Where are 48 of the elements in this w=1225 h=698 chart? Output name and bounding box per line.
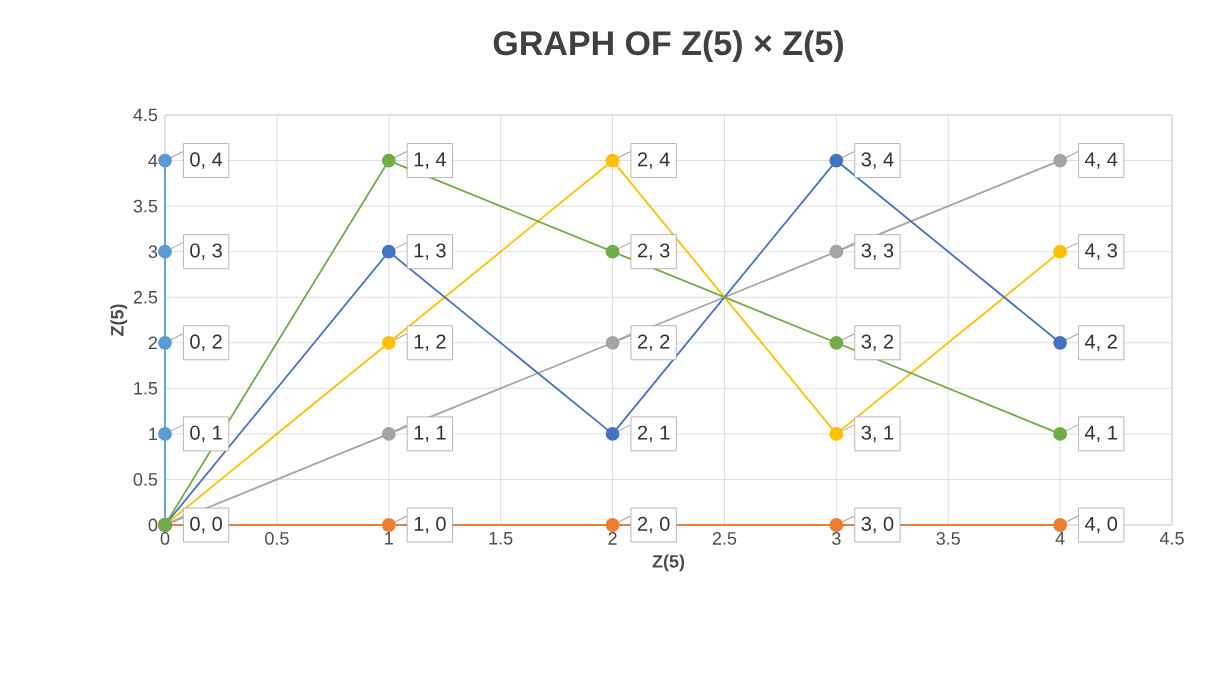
x-tick-label: 3 [832,532,841,545]
data-label: 3, 2 [861,334,894,352]
data-label: 0, 0 [190,516,222,534]
y-tick-label: 0 [148,518,158,532]
x-tick-label: 4 [1055,532,1065,545]
data-label: 1, 0 [414,516,446,534]
y-tick-label: 4 [148,154,158,167]
y-tick-label: 2 [148,336,158,350]
x-tick-label: 1 [385,532,393,545]
y-axis-title: Z(5) [110,304,128,336]
x-tick-label: 1.5 [489,532,513,545]
data-label: 0, 4 [190,152,223,169]
data-label: 4, 3 [1084,243,1117,260]
chart-title: GRAPH OF Z(5) × Z(5) [493,30,843,62]
y-tick-label: 1 [149,427,158,441]
data-label: 2, 3 [637,243,670,260]
data-label: 4, 4 [1084,152,1118,169]
x-tick-label: 0 [160,532,170,545]
data-label: 2, 4 [637,152,670,169]
data-label: 2, 0 [637,516,670,534]
data-label: 3, 3 [861,243,894,260]
data-label: 1, 4 [414,152,446,169]
data-label: 4, 0 [1084,516,1118,534]
y-tick-label: 2.5 [133,290,158,304]
x-tick-label: 3.5 [936,532,960,545]
data-label: 2, 2 [637,334,670,352]
data-label: 1, 3 [414,243,446,260]
x-tick-label: 2 [608,532,617,545]
y-tick-label: 3 [148,245,158,259]
x-axis-title: Z(5) [652,554,685,572]
data-label: 2, 1 [637,425,670,443]
data-label: 3, 0 [861,516,894,534]
data-label: 0, 3 [190,243,222,260]
data-label: 0, 1 [190,425,222,443]
data-label: 1, 2 [414,334,446,352]
data-label: 3, 1 [861,425,894,443]
x-tick-label: 0.5 [265,532,289,545]
y-tick-label: 3.5 [133,199,158,213]
y-tick-label: 4.5 [133,108,158,122]
data-label: 4, 2 [1084,334,1117,352]
data-label: 0, 2 [190,334,222,352]
y-tick-label: 0.5 [133,473,158,486]
data-label: 1, 1 [414,425,446,443]
data-label: 3, 4 [861,152,894,169]
x-tick-label: 2.5 [712,532,737,545]
x-tick-label: 4.5 [1159,532,1184,545]
data-label: 4, 1 [1084,425,1117,443]
y-tick-label: 1.5 [134,382,158,395]
